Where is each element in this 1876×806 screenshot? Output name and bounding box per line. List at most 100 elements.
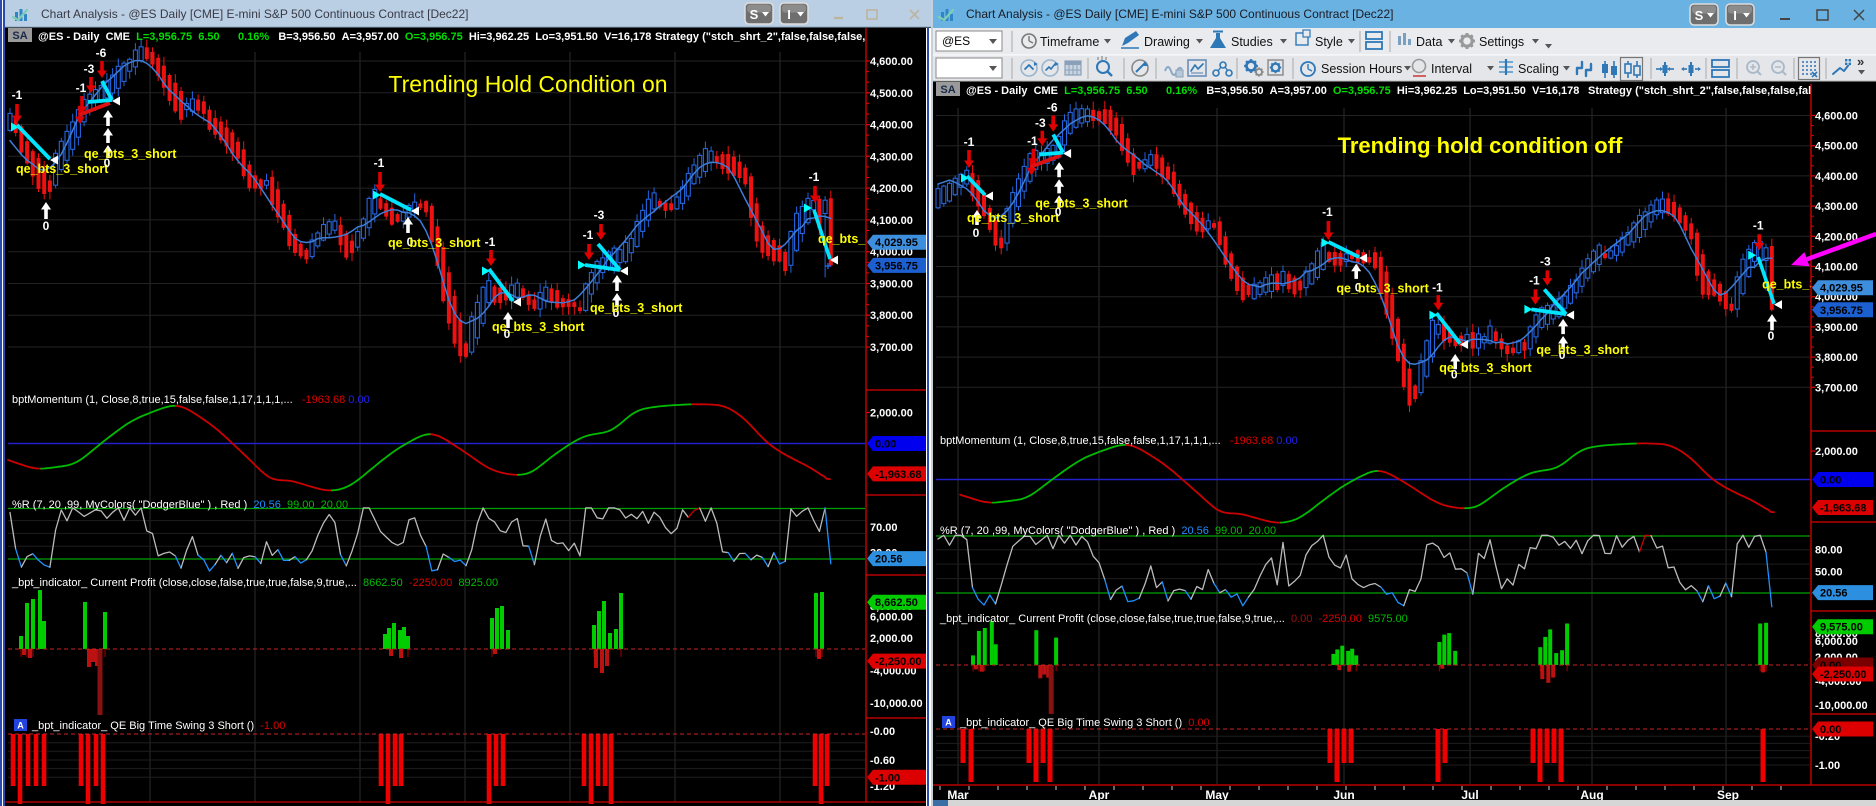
svg-text:-6: -6 [96,46,107,60]
svg-text:S: S [750,7,759,22]
svg-text:Strategy ("stch_shrt_2",false,: Strategy ("stch_shrt_2",false,false,fals… [1588,85,1833,97]
svg-text:0.00: 0.00 [1820,475,1841,487]
svg-text:-1: -1 [583,228,594,242]
svg-text:6,000.00: 6,000.00 [1815,636,1858,648]
svg-text:Mar: Mar [947,788,969,802]
svg-text:2,000.00: 2,000.00 [870,408,913,420]
svg-text:70.00: 70.00 [870,522,898,534]
svg-text:3,900.00: 3,900.00 [1815,322,1858,334]
svg-text:3,700.00: 3,700.00 [870,342,913,354]
svg-text:9,575.00: 9,575.00 [1820,622,1863,634]
svg-text:qe_bts_3_short: qe_bts_3_short [590,301,683,315]
svg-text:4,600.00: 4,600.00 [1815,111,1858,123]
svg-text:Chart Analysis - @ES Daily [CM: Chart Analysis - @ES Daily [CME] E-mini … [41,7,468,21]
svg-text:3,800.00: 3,800.00 [1815,352,1858,364]
svg-text:_bpt_indicator_ QE Big Time Sw: _bpt_indicator_ QE Big Time Swing 3 Shor… [31,720,285,732]
svg-text:-1: -1 [1322,205,1333,219]
svg-text:4,300.00: 4,300.00 [1815,201,1858,213]
svg-text:Style: Style [1315,35,1343,49]
svg-text:3,956.75: 3,956.75 [875,260,918,272]
svg-text:0: 0 [407,235,414,249]
svg-text:4,400.00: 4,400.00 [1815,171,1858,183]
svg-text:-2,250.00: -2,250.00 [875,656,921,668]
svg-text:4,500.00: 4,500.00 [870,88,913,100]
svg-text:-1: -1 [374,156,385,170]
svg-text:0: 0 [973,226,980,240]
svg-text:4,400.00: 4,400.00 [870,120,913,132]
svg-text:@ES: @ES [942,34,970,48]
svg-text:qe_bts_3_short: qe_bts_3_short [1035,197,1128,211]
svg-text:20.56: 20.56 [875,554,903,566]
svg-text:-1,963.68: -1,963.68 [875,469,921,481]
svg-text:Apr: Apr [1089,788,1110,802]
svg-text:0: 0 [104,156,111,170]
svg-text:-1.00: -1.00 [1815,760,1840,772]
svg-text:-1: -1 [76,81,87,95]
svg-text:qe_bts_3_short: qe_bts_3_short [492,320,585,334]
svg-text:-0.00: -0.00 [870,726,895,738]
svg-text:qe_bts_3_short: qe_bts_3_short [1536,343,1629,357]
svg-text:A: A [945,718,952,728]
svg-text:I: I [1733,8,1737,23]
svg-text:SA: SA [12,30,27,42]
svg-text:0: 0 [504,327,511,341]
svg-text:qe_bts_3_short: qe_bts_3_short [967,211,1060,225]
svg-text:0.00: 0.00 [1820,724,1841,736]
svg-text:Settings: Settings [1479,35,1524,49]
svg-text:-0.60: -0.60 [870,755,895,767]
svg-text:bptMomentum (1, Close,8,true,1: bptMomentum (1, Close,8,true,15,false,fa… [940,435,1298,447]
svg-text:4,100.00: 4,100.00 [1815,262,1858,274]
svg-text:-1: -1 [1753,219,1764,233]
svg-text:Aug: Aug [1580,788,1603,802]
svg-text:»: » [1857,54,1864,69]
svg-text:50.00: 50.00 [1815,566,1843,578]
svg-text:-10,000.00: -10,000.00 [1815,700,1868,712]
svg-text:-1: -1 [12,88,23,102]
svg-text:qe_bts_3_short: qe_bts_3_short [1336,281,1429,295]
svg-text:3,956.75: 3,956.75 [1820,305,1863,317]
svg-text:_bpt_indicator_ Current Profit: _bpt_indicator_ Current Profit (close,cl… [11,577,498,589]
svg-text:Jun: Jun [1333,788,1354,802]
svg-text:3,700.00: 3,700.00 [1815,382,1858,394]
svg-text:-1: -1 [809,170,820,184]
svg-text:0: 0 [613,306,620,320]
svg-text:qe_bts_3_short: qe_bts_3_short [84,147,177,161]
svg-text:0: 0 [43,219,50,233]
svg-text:%R (7, 20 ,99, MyColors( "Dodg: %R (7, 20 ,99, MyColors( "DodgerBlue" ) … [940,525,1276,537]
svg-text:0: 0 [1559,348,1566,362]
svg-text:%R (7, 20 ,99, MyColors( "Dodg: %R (7, 20 ,99, MyColors( "DodgerBlue" ) … [12,499,348,511]
svg-text:4,500.00: 4,500.00 [1815,141,1858,153]
svg-text:_bpt_indicator_ Current Profit: _bpt_indicator_ Current Profit (close,cl… [939,613,1408,625]
svg-text:0: 0 [1451,368,1458,382]
svg-text:-1: -1 [485,235,496,249]
svg-text:Trending hold condition off: Trending hold condition off [1338,133,1623,158]
svg-text:-1.00: -1.00 [875,772,900,784]
svg-text:-1: -1 [1432,280,1443,294]
svg-text:6,000.00: 6,000.00 [870,612,913,624]
svg-text:A: A [17,721,24,731]
svg-text:Sep: Sep [1717,788,1739,802]
svg-text:qe_bts_3_short: qe_bts_3_short [1439,361,1532,375]
svg-text:-2,250.00: -2,250.00 [1820,669,1866,681]
svg-text:@ES - Daily CME L=3,956.75: @ES - Daily CME L=3,956.75 6.50 0.16% B=… [966,85,1579,97]
svg-text:2,000.00: 2,000.00 [1815,446,1858,458]
svg-text:Scaling: Scaling [1518,62,1559,76]
svg-text:Jul: Jul [1461,788,1478,802]
svg-text:S: S [1695,8,1704,23]
svg-text:-3: -3 [84,62,95,76]
svg-text:Session Hours: Session Hours [1321,62,1402,76]
svg-text:qe_bts_3_short: qe_bts_3_short [16,162,109,176]
svg-text:qe_bts_3: qe_bts_3 [1762,278,1816,292]
svg-text:-3: -3 [1035,116,1046,130]
svg-text:qe_bts_3_short: qe_bts_3_short [388,236,481,250]
svg-text:0: 0 [1055,205,1062,219]
svg-text:-6: -6 [1047,101,1058,115]
svg-text:4,029.95: 4,029.95 [875,237,918,249]
svg-text:-1,963.68: -1,963.68 [1820,503,1866,515]
svg-text:-3: -3 [594,208,605,222]
svg-text:Drawing: Drawing [1144,35,1190,49]
svg-text:2,000.00: 2,000.00 [870,633,913,645]
svg-text:-3: -3 [1540,255,1551,269]
svg-text:I: I [787,7,791,22]
svg-text:-10,000.00: -10,000.00 [870,698,923,710]
